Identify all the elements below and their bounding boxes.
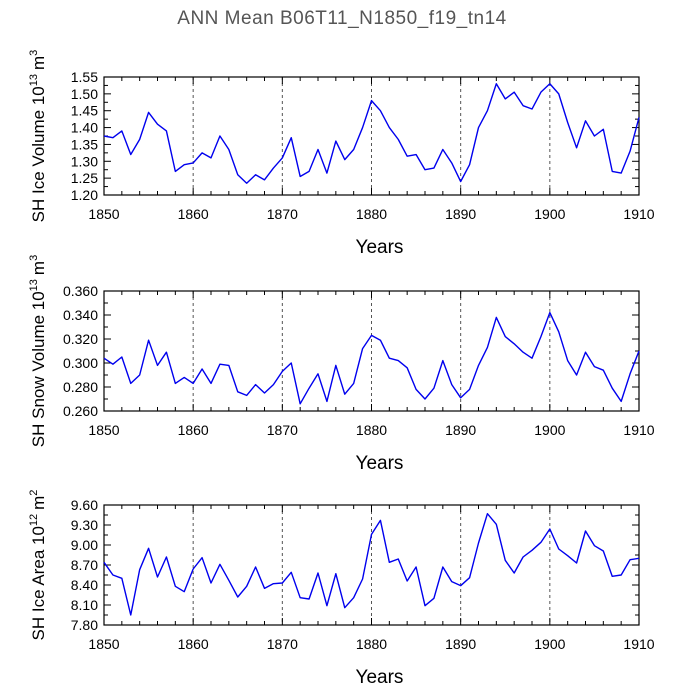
x-axis-label: Years — [356, 667, 404, 684]
x-tick-label: 1890 — [445, 422, 476, 438]
y-label-exponent: 13 — [28, 74, 40, 86]
y-tick-label: 0.260 — [63, 403, 98, 419]
y-label-text: SH Snow Volume 10 — [29, 291, 48, 447]
y-tick-label: 1.50 — [71, 86, 98, 102]
y-axis-label: SH Ice Volume 1013 m3 — [28, 50, 48, 223]
y-tick-label: 8.40 — [71, 577, 98, 593]
y-label-exponent: 13 — [28, 279, 40, 291]
y-label-unit-exponent: 3 — [28, 50, 40, 56]
x-axis-label: Years — [356, 453, 404, 474]
y-tick-label: 1.45 — [71, 103, 98, 119]
panel-1: 1.201.251.301.351.401.451.501.55 1850 1860… — [28, 50, 655, 258]
x-tick-label: 1910 — [623, 422, 654, 438]
y-tick-label: 0.360 — [63, 283, 98, 299]
y-tick-label: 7.80 — [71, 617, 98, 633]
x-tick-label: 1900 — [534, 636, 565, 652]
y-tick-label: 9.00 — [71, 537, 98, 553]
x-tick-label: 1890 — [445, 206, 476, 222]
y-tick-label: 0.320 — [63, 331, 98, 347]
series-line — [103, 512, 640, 616]
y-label-unit: m — [29, 496, 48, 510]
y-tick-label: 8.10 — [71, 597, 98, 613]
series-line — [103, 311, 640, 405]
x-tick-label: 1870 — [267, 636, 298, 652]
y-label-unit: m — [29, 56, 48, 70]
x-axis-label: Years — [356, 237, 404, 258]
y-tick-label: 8.70 — [71, 557, 98, 573]
x-tick-label: 1860 — [178, 636, 209, 652]
chart-title: ANN Mean B06T11_N1850_f19_tn14 — [177, 8, 507, 29]
y-label-exponent: 12 — [28, 514, 40, 526]
x-tick-label: 1850 — [88, 422, 119, 438]
y-tick-label: 9.60 — [71, 497, 98, 513]
x-tick-label: 1870 — [267, 206, 298, 222]
y-label-unit-exponent: 2 — [28, 490, 40, 496]
panel-2: 0.260 0.280 0.300 0.320 0.340 0.360 1850 1860 18… — [28, 255, 655, 474]
x-tick-label: 1850 — [88, 636, 119, 652]
x-tick-label: 1910 — [623, 206, 654, 222]
x-tick-label: 1860 — [178, 422, 209, 438]
y-label-text: SH Ice Volume 10 — [29, 86, 48, 222]
x-tick-label: 1910 — [623, 636, 654, 652]
series-line — [103, 83, 640, 184]
y-tick-label: 1.40 — [71, 120, 98, 136]
x-tick-label: 1890 — [445, 636, 476, 652]
y-label-unit-exponent: 3 — [28, 255, 40, 261]
x-tick-label: 1870 — [267, 422, 298, 438]
y-label-unit: m — [29, 261, 48, 275]
y-tick-label: 1.35 — [71, 136, 98, 152]
y-tick-label: 0.300 — [63, 355, 98, 371]
x-tick-label: 1850 — [88, 206, 119, 222]
y-tick-label: 1.20 — [71, 187, 98, 203]
y-axis-label: SH Ice Area 1012 m2 — [28, 490, 48, 641]
x-tick-label: 1900 — [534, 206, 565, 222]
y-label-text: SH Ice Area 10 — [29, 526, 48, 640]
x-tick-label: 1880 — [356, 636, 387, 652]
y-tick-label: 1.25 — [71, 170, 98, 186]
y-axis-label: SH Snow Volume 1013 m3 — [28, 255, 48, 447]
x-tick-label: 1860 — [178, 206, 209, 222]
y-tick-label: 9.30 — [71, 517, 98, 533]
y-tick-label: 1.55 — [71, 69, 98, 85]
y-tick-label: 1.30 — [71, 153, 98, 169]
y-tick-label: 0.340 — [63, 307, 98, 323]
x-tick-label: 1880 — [356, 206, 387, 222]
y-tick-label: 0.280 — [63, 379, 98, 395]
x-tick-label: 1880 — [356, 422, 387, 438]
panel-3: 7.80 8.10 8.40 8.70 9.00 9.30 9.60 1850 1860 1870… — [28, 490, 655, 684]
x-tick-label: 1900 — [534, 422, 565, 438]
